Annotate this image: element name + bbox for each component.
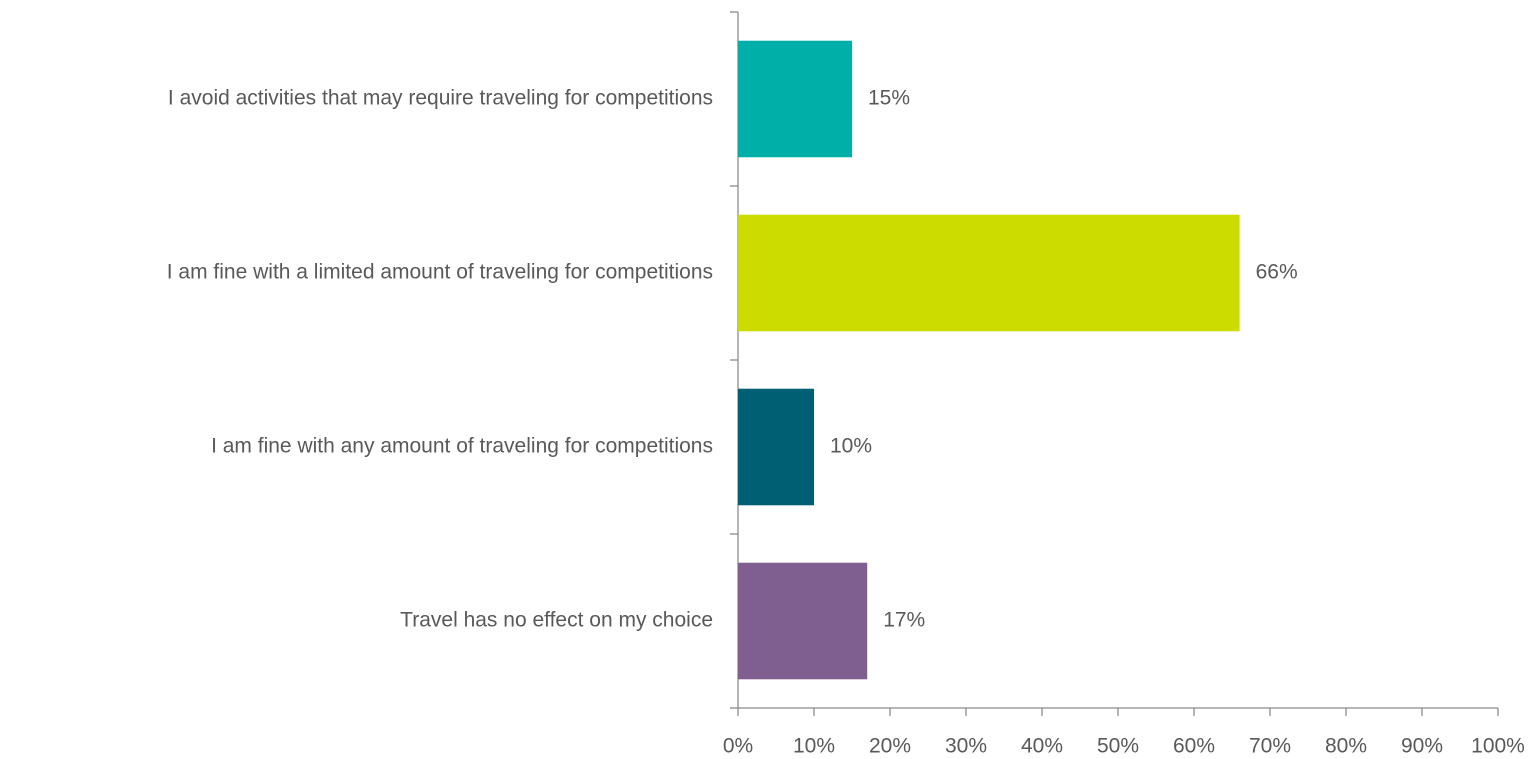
- data-label: 66%: [1256, 261, 1298, 284]
- x-tick-label: 60%: [1173, 735, 1215, 758]
- x-tick-label: 40%: [1021, 735, 1063, 758]
- x-tick-label: 100%: [1471, 735, 1525, 758]
- x-tick-label: 30%: [945, 735, 987, 758]
- y-tick-label: I am fine with any amount of traveling f…: [211, 435, 713, 458]
- bar: [738, 40, 852, 158]
- bar: [738, 214, 1240, 332]
- y-tick-label: I avoid activities that may require trav…: [168, 87, 713, 110]
- data-label: 10%: [830, 435, 872, 458]
- x-tick-label: 0%: [723, 735, 753, 758]
- x-tick-label: 90%: [1401, 735, 1443, 758]
- data-label: 15%: [868, 87, 910, 110]
- data-label: 17%: [883, 609, 925, 632]
- x-tick-label: 50%: [1097, 735, 1139, 758]
- bar: [738, 388, 814, 506]
- x-tick-label: 80%: [1325, 735, 1367, 758]
- y-tick-label: I am fine with a limited amount of trave…: [167, 261, 713, 284]
- x-tick-label: 10%: [793, 735, 835, 758]
- y-tick-label: Travel has no effect on my choice: [400, 609, 713, 632]
- x-tick-label: 20%: [869, 735, 911, 758]
- x-tick-label: 70%: [1249, 735, 1291, 758]
- bar: [738, 562, 868, 680]
